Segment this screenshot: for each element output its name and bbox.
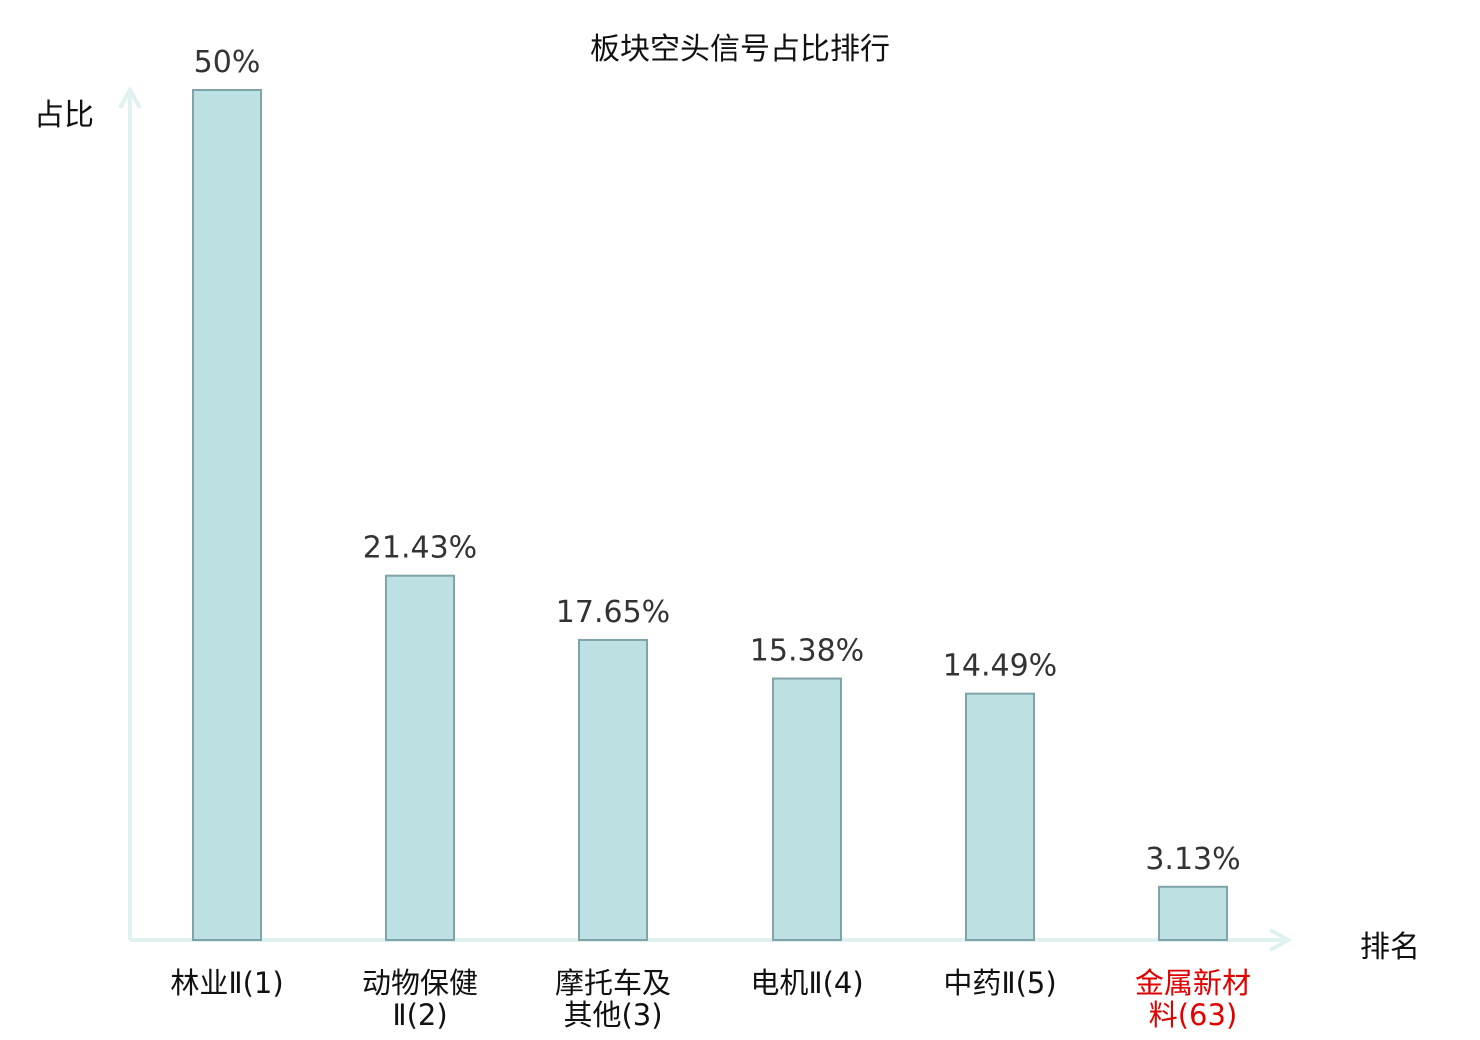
bar <box>965 692 1035 941</box>
bar <box>385 574 455 941</box>
x-axis-arrow <box>1269 928 1293 952</box>
x-tick-label: Ⅱ(2) <box>392 998 447 1032</box>
x-tick-label: 林业Ⅱ(1) <box>170 966 283 1000</box>
data-label: 17.65% <box>556 595 670 630</box>
data-label: 14.49% <box>943 649 1057 684</box>
data-label: 3.13% <box>1145 842 1240 877</box>
x-tick-label: 其他(3) <box>563 998 662 1032</box>
x-tick-label: 料(63) <box>1149 998 1238 1032</box>
x-tick-label: 中药Ⅱ(5) <box>943 966 1056 1000</box>
bar <box>578 638 648 941</box>
data-label: 50% <box>194 45 261 80</box>
y-axis-label: 占比 <box>34 98 94 133</box>
chart-title: 板块空头信号占比排行 <box>590 32 890 67</box>
data-label: 15.38% <box>750 634 864 669</box>
bar <box>1158 885 1228 941</box>
y-axis-arrow <box>118 85 142 109</box>
x-tick-label: 摩托车及 <box>555 966 671 1000</box>
x-tick-label: 金属新材 <box>1135 966 1251 1000</box>
x-axis-label: 排名 <box>1360 930 1420 965</box>
x-tick-label: 电机Ⅱ(4) <box>750 966 863 1000</box>
bar <box>772 677 842 941</box>
data-label: 21.43% <box>363 531 477 566</box>
bar <box>192 89 262 941</box>
x-tick-label: 动物保健 <box>362 966 478 1000</box>
